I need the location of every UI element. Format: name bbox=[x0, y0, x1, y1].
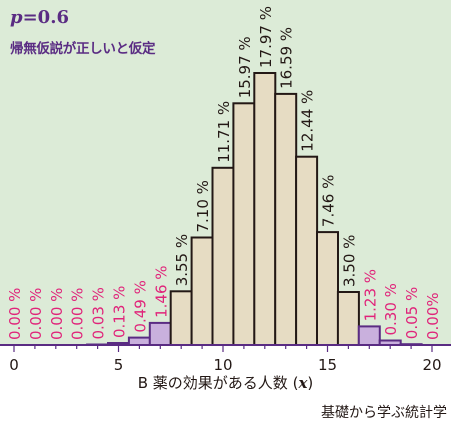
x-axis-variable: x bbox=[298, 374, 308, 392]
value-label-x6: 0.49 % bbox=[131, 280, 149, 332]
x-axis-open-paren: ( bbox=[292, 374, 299, 392]
value-label-x7: 1.46 % bbox=[152, 265, 170, 317]
x-tick-label-10: 10 bbox=[213, 356, 232, 374]
source-credit: 基礎から学ぶ統計学 bbox=[321, 405, 447, 421]
value-label-x11: 15.97 % bbox=[236, 36, 254, 98]
p-value: =0.6 bbox=[22, 7, 69, 28]
x-ticks-layer: 0 5 10 15 20 bbox=[9, 345, 442, 374]
value-label-x12: 17.97 % bbox=[257, 6, 275, 68]
bar-x10 bbox=[211, 166, 235, 346]
value-labels-layer: 0.00 % 0.00 % 0.00 % 0.00 % 0.03 % 0.13 % 0.49… bbox=[6, 6, 442, 340]
bar-x14 bbox=[295, 155, 319, 346]
hypothesis-label: 帰無仮説が正しいと仮定 bbox=[10, 41, 156, 57]
bar-x8 bbox=[169, 290, 193, 346]
bar-x6 bbox=[127, 336, 151, 347]
x-axis-title: B 薬の効果がある人数 (x) bbox=[0, 372, 451, 393]
value-label-x15: 7.46 % bbox=[320, 175, 338, 227]
value-label-x2: 0.00 % bbox=[48, 288, 66, 340]
x-tick-label-20: 20 bbox=[422, 356, 441, 374]
value-label-x13: 16.59 % bbox=[278, 27, 296, 89]
value-label-x1: 0.00 % bbox=[27, 288, 45, 340]
value-label-x17: 1.23 % bbox=[361, 269, 379, 321]
x-axis-title-text: B 薬の効果がある人数 bbox=[137, 374, 288, 392]
x-tick-label-15: 15 bbox=[318, 356, 337, 374]
value-label-x10: 11.71 % bbox=[215, 101, 233, 163]
bar-x9 bbox=[190, 236, 214, 346]
value-label-x3: 0.00 % bbox=[69, 288, 87, 340]
bar-x13 bbox=[274, 92, 298, 347]
value-label-x14: 12.44 % bbox=[299, 90, 317, 152]
bar-x7 bbox=[148, 321, 172, 346]
bar-x15 bbox=[316, 231, 339, 347]
value-label-x8: 3.55 % bbox=[173, 234, 191, 286]
value-label-x20: 0.00% bbox=[424, 292, 442, 340]
bar-x17 bbox=[357, 325, 381, 346]
value-label-x0: 0.00 % bbox=[6, 288, 24, 340]
bar-x12 bbox=[253, 72, 277, 346]
x-tick-label-0: 0 bbox=[9, 356, 19, 374]
value-label-x4: 0.03 % bbox=[90, 287, 108, 339]
value-label-x5: 0.13 % bbox=[111, 286, 129, 338]
value-label-x19: 0.05 % bbox=[403, 287, 421, 339]
x-tick-label-5: 5 bbox=[114, 356, 124, 374]
value-label-x16: 3.50 % bbox=[340, 235, 358, 287]
bar-x16 bbox=[336, 291, 360, 346]
bar-x11 bbox=[232, 102, 256, 346]
x-axis-close-paren: ) bbox=[307, 374, 314, 392]
p-variable: p bbox=[10, 7, 23, 28]
value-label-x9: 7.10 % bbox=[194, 180, 212, 232]
p-value-label: p=0.6 bbox=[10, 7, 69, 28]
value-label-x18: 0.30 % bbox=[382, 283, 400, 335]
